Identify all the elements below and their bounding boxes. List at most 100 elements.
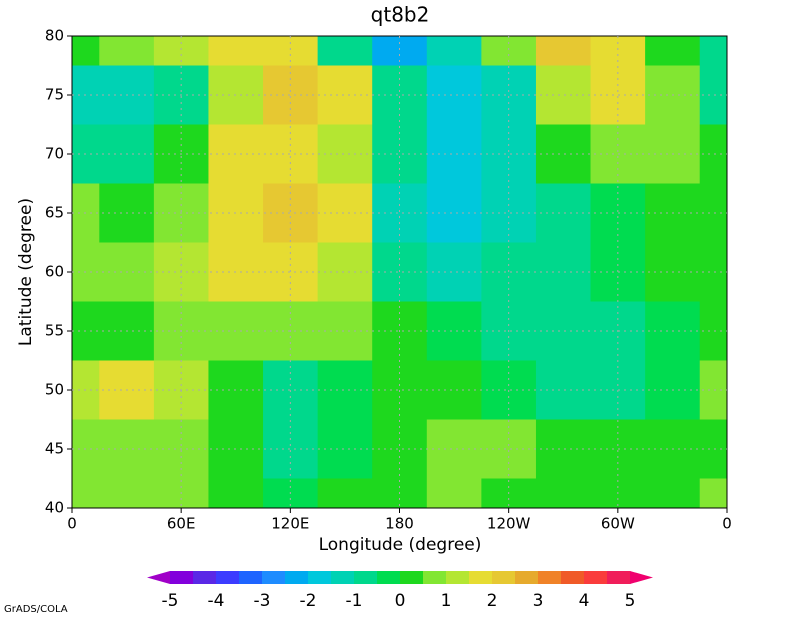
colorbar-label: 3	[533, 591, 544, 611]
field-cell	[535, 36, 592, 66]
y-tick-label: 80	[45, 27, 64, 45]
field-cell	[317, 478, 373, 508]
colorbar-box	[308, 571, 332, 584]
colorbar-box	[170, 571, 194, 584]
colorbar-label: 5	[625, 591, 636, 611]
colorbar-label: 4	[579, 591, 590, 611]
colorbar-box	[584, 571, 608, 584]
field-cell	[426, 478, 482, 508]
field-cell	[426, 301, 482, 361]
field-cell	[645, 36, 701, 66]
colorbar-box	[377, 571, 401, 584]
field-cell	[699, 124, 727, 184]
x-tick-label: 120E	[271, 515, 309, 533]
field-cell	[208, 478, 264, 508]
colorbar-box	[492, 571, 516, 584]
field-cell	[699, 478, 727, 508]
field-cell	[645, 478, 701, 508]
field-cell	[699, 301, 727, 361]
x-tick-label: 0	[67, 515, 77, 533]
x-tick-label: 120W	[487, 515, 531, 533]
field-cell	[317, 36, 373, 66]
field-cell	[317, 124, 373, 184]
y-tick-label: 55	[45, 322, 64, 340]
x-tick-label: 60W	[601, 515, 635, 533]
chart-title: qt8b2	[371, 3, 430, 27]
field-cell	[535, 183, 592, 243]
x-tick-label: 0	[722, 515, 732, 533]
field-cell	[535, 301, 592, 361]
colorbar-label: -3	[254, 591, 271, 611]
field-cell	[208, 36, 264, 66]
field-cell	[535, 124, 592, 184]
y-tick-label: 50	[45, 381, 64, 399]
field-cell	[535, 419, 592, 479]
field-cell	[99, 478, 155, 508]
y-tick-label: 45	[45, 440, 64, 458]
colorbar-box	[515, 571, 539, 584]
field-cell	[426, 242, 482, 302]
y-tick-label: 65	[45, 204, 64, 222]
field-cell	[426, 419, 482, 479]
field-cell	[317, 242, 373, 302]
field-cell	[72, 36, 100, 66]
colorbar-label: -1	[346, 591, 363, 611]
field-cell	[72, 478, 100, 508]
colorbar-box	[446, 571, 470, 584]
field-cell	[699, 36, 727, 66]
field-cell	[699, 360, 727, 420]
footer: GrADS/COLA	[4, 604, 68, 615]
colorbar-box	[193, 571, 217, 584]
field-cell	[372, 65, 428, 125]
colorbar-label: 0	[395, 591, 406, 611]
colorbar-box	[239, 571, 263, 584]
colorbar-box	[538, 571, 562, 584]
field-cell	[317, 301, 373, 361]
field-cell	[699, 242, 727, 302]
y-tick-label: 60	[45, 263, 64, 281]
colorbar-box	[262, 571, 286, 584]
x-axis-label: Longitude (degree)	[319, 535, 482, 555]
x-tick-label: 60E	[167, 515, 196, 533]
field-cell	[372, 419, 428, 479]
colorbar-box	[400, 571, 424, 584]
colorbar-label: 2	[487, 591, 498, 611]
x-tick-label: 180	[385, 515, 414, 533]
field-cell	[317, 360, 373, 420]
colorbar-box	[469, 571, 493, 584]
y-axis-label: Latitude (degree)	[16, 198, 36, 346]
colorbar-box	[285, 571, 309, 584]
colorbar-box	[216, 571, 240, 584]
field-cell	[317, 419, 373, 479]
field-cell	[426, 360, 482, 420]
colorbar-label: -4	[208, 591, 225, 611]
field-cell	[317, 65, 373, 125]
colorbar-box	[423, 571, 447, 584]
field-cell	[699, 183, 727, 243]
field-cell	[699, 419, 727, 479]
field-cell	[535, 65, 592, 125]
field-cell	[99, 36, 155, 66]
field-cell	[535, 242, 592, 302]
colorbar-box	[354, 571, 378, 584]
colorbar-low	[147, 571, 170, 584]
field-cell	[426, 65, 482, 125]
field-cell	[699, 65, 727, 125]
field-cell	[535, 478, 592, 508]
colorbar-label: 1	[441, 591, 452, 611]
field-cell	[426, 124, 482, 184]
colorbar-box	[607, 571, 631, 584]
y-tick-label: 70	[45, 145, 64, 163]
colorbar-box	[561, 571, 585, 584]
colorbar-high	[630, 571, 653, 584]
y-tick-label: 40	[45, 499, 64, 517]
colorbar-label: -5	[162, 591, 179, 611]
field-cell	[317, 183, 373, 243]
field-cell	[426, 36, 482, 66]
field-cell	[372, 242, 428, 302]
y-tick-label: 75	[45, 86, 64, 104]
colorbar-label: -2	[300, 591, 317, 611]
field-cell	[535, 360, 592, 420]
colorbar-box	[331, 571, 355, 584]
